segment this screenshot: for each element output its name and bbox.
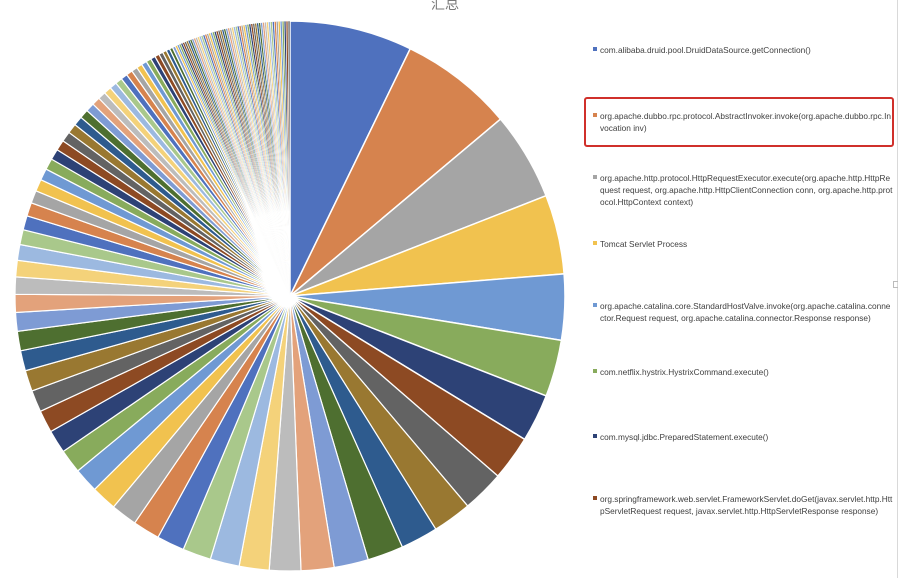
legend-swatch-square-icon: [593, 434, 597, 438]
legend-item[interactable]: com.alibaba.druid.pool.DruidDataSource.g…: [593, 44, 893, 56]
legend-swatch-square-icon: [593, 369, 597, 373]
legend-label: org.apache.dubbo.rpc.protocol.AbstractIn…: [600, 111, 892, 133]
pie-slice[interactable]: [289, 20, 412, 297]
legend-swatch-square-icon: [593, 47, 597, 51]
legend-label: com.alibaba.druid.pool.DruidDataSource.g…: [600, 45, 811, 55]
legend: com.alibaba.druid.pool.DruidDataSource.g…: [593, 0, 898, 578]
legend-swatch-square-icon: [593, 175, 597, 179]
resize-handle[interactable]: [893, 281, 898, 288]
legend-item[interactable]: Tomcat Servlet Process: [593, 238, 893, 250]
legend-swatch-square-icon: [593, 241, 597, 245]
legend-item[interactable]: org.apache.http.protocol.HttpRequestExec…: [593, 172, 893, 208]
pie-slice[interactable]: [287, 20, 291, 297]
highlight-box: [584, 97, 894, 147]
legend-swatch-square-icon: [593, 496, 597, 500]
legend-label: com.netflix.hystrix.HystrixCommand.execu…: [600, 367, 769, 377]
legend-swatch-square-icon: [593, 113, 597, 117]
chart-title: 汇总: [431, 0, 459, 12]
legend-label: Tomcat Servlet Process: [600, 239, 688, 249]
legend-label: org.springframework.web.servlet.Framewor…: [600, 494, 893, 516]
legend-label: com.mysql.jdbc.PreparedStatement.execute…: [600, 432, 769, 442]
legend-item[interactable]: com.mysql.jdbc.PreparedStatement.execute…: [593, 431, 893, 443]
legend-item[interactable]: org.springframework.web.servlet.Framewor…: [593, 493, 893, 517]
legend-item[interactable]: org.apache.catalina.core.StandardHostVal…: [593, 300, 893, 324]
pie-slice[interactable]: [289, 47, 502, 297]
legend-item[interactable]: org.apache.dubbo.rpc.protocol.AbstractIn…: [593, 110, 893, 134]
legend-label: org.apache.http.protocol.HttpRequestExec…: [600, 173, 893, 207]
legend-label: org.apache.catalina.core.StandardHostVal…: [600, 301, 891, 323]
legend-item[interactable]: com.netflix.hystrix.HystrixCommand.execu…: [593, 366, 893, 378]
panel-divider: [897, 0, 898, 578]
pie-chart: [14, 20, 566, 572]
legend-swatch-square-icon: [593, 303, 597, 307]
